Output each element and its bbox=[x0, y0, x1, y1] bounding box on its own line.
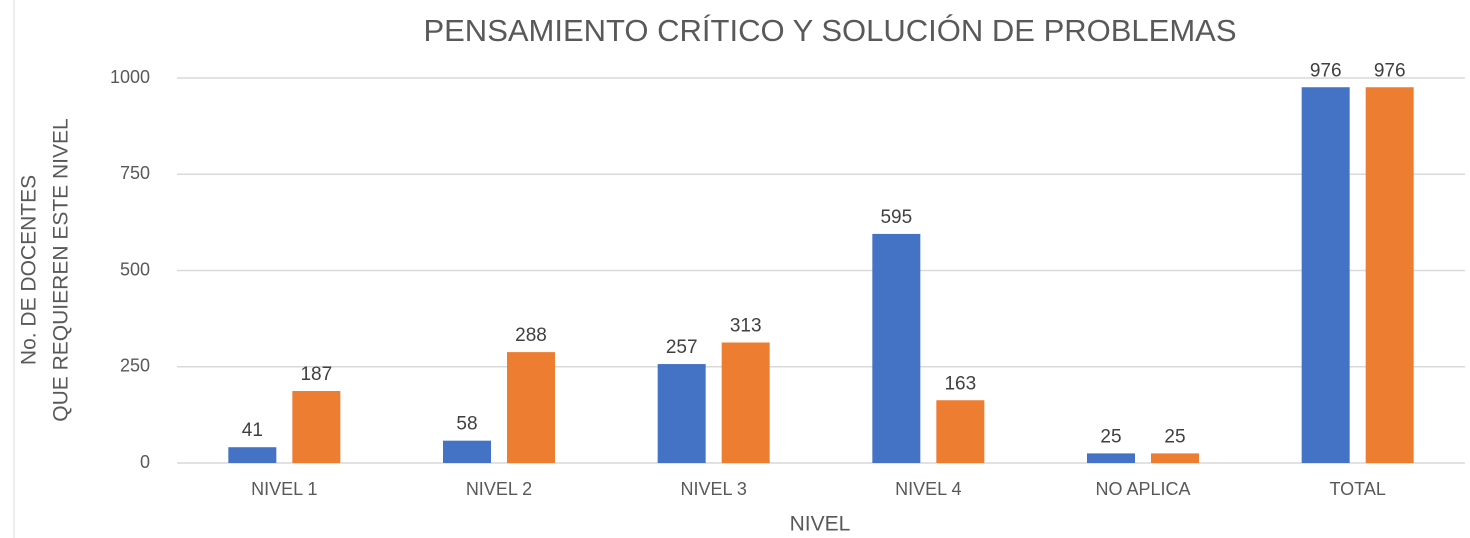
y-tick-label: 750 bbox=[120, 163, 150, 183]
bar bbox=[872, 233, 921, 463]
chart-title: PENSAMIENTO CRÍTICO Y SOLUCIÓN DE PROBLE… bbox=[423, 13, 1236, 48]
data-label: 41 bbox=[242, 420, 263, 441]
x-tick-label: NIVEL 2 bbox=[466, 479, 532, 499]
y-axis-title-line: No. DE DOCENTES bbox=[18, 175, 41, 365]
data-label: 58 bbox=[456, 414, 477, 435]
x-tick-label: NO APLICA bbox=[1095, 479, 1190, 499]
data-label: 25 bbox=[1100, 426, 1121, 447]
y-tick-label: 0 bbox=[140, 452, 150, 472]
y-tick-label: 1000 bbox=[110, 67, 150, 87]
bar bbox=[1087, 453, 1135, 463]
bar bbox=[507, 352, 555, 463]
data-label: 187 bbox=[300, 364, 332, 385]
bar bbox=[443, 440, 491, 463]
data-label: 595 bbox=[880, 207, 912, 228]
data-label: 976 bbox=[1310, 60, 1342, 81]
y-tick-label: 500 bbox=[120, 259, 150, 279]
x-tick-label: TOTAL bbox=[1329, 479, 1385, 499]
data-label: 257 bbox=[666, 337, 698, 358]
y-tick-label: 250 bbox=[120, 356, 150, 376]
x-tick-label: NIVEL 3 bbox=[680, 479, 746, 499]
data-label: 288 bbox=[515, 325, 547, 346]
y-axis-title-line: QUE REQUIEREN ESTE NIVEL bbox=[50, 118, 73, 421]
bar bbox=[1301, 87, 1350, 464]
bar bbox=[292, 391, 341, 463]
data-label: 976 bbox=[1374, 60, 1406, 81]
data-label: 163 bbox=[944, 373, 976, 394]
bar bbox=[1151, 453, 1199, 463]
y-axis-title: No. DE DOCENTES QUE REQUIEREN ESTE NIVEL bbox=[18, 118, 73, 421]
x-axis-title: NIVEL bbox=[790, 513, 851, 536]
bar bbox=[228, 447, 277, 463]
data-label: 313 bbox=[730, 316, 762, 337]
bar bbox=[1365, 87, 1414, 464]
bar bbox=[721, 342, 770, 463]
x-tick-label: NIVEL 4 bbox=[895, 479, 961, 499]
data-label: 25 bbox=[1164, 426, 1185, 447]
bar bbox=[657, 364, 706, 463]
x-tick-label: NIVEL 1 bbox=[251, 479, 317, 499]
bar bbox=[936, 400, 985, 463]
